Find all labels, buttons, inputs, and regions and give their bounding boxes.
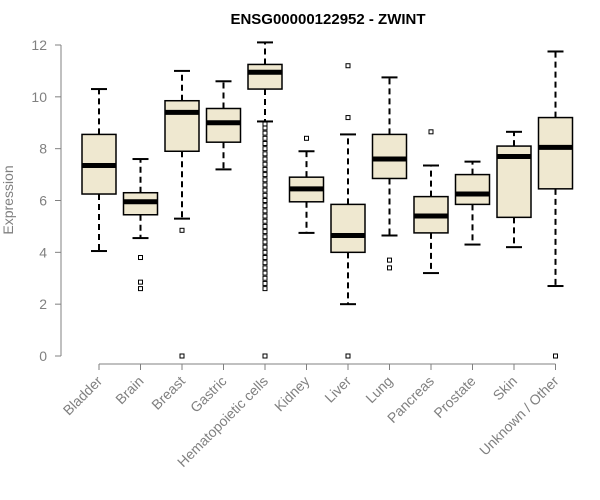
outlier-point: [138, 279, 143, 285]
outlier-point: [304, 135, 309, 141]
outlier-point: [262, 198, 268, 203]
iqr-box: [537, 116, 574, 190]
outlier-point: [262, 280, 268, 286]
x-tick-label: Kidney: [271, 373, 313, 415]
outlier-point: [262, 249, 268, 255]
y-tick-label: 12: [31, 37, 47, 53]
outlier-point: [262, 146, 268, 152]
box-liver: [330, 63, 366, 359]
outlier-point: [262, 125, 268, 131]
y-axis-label: Expression: [0, 165, 16, 234]
box-prostate: [454, 160, 491, 246]
box-gastric: [205, 80, 242, 171]
box-brain: [122, 158, 159, 292]
outlier-point: [262, 192, 268, 198]
outlier-point: [553, 353, 558, 359]
x-tick-label: Skin: [490, 373, 521, 404]
box-unknown-other: [537, 50, 574, 359]
outlier-point: [262, 182, 268, 188]
box-hematopoietic-cells: [247, 41, 283, 359]
outlier-point: [262, 161, 268, 167]
outlier-point: [262, 286, 268, 292]
outlier-point: [387, 265, 392, 271]
outlier-point: [179, 353, 185, 359]
outlier-point: [262, 135, 268, 141]
outlier-point: [262, 203, 268, 209]
outlier-point: [262, 140, 268, 146]
outlier-point: [262, 187, 268, 193]
x-tick-label: Liver: [321, 373, 354, 406]
outlier-point: [179, 227, 185, 233]
outlier-point: [262, 218, 268, 224]
outlier-point: [262, 275, 268, 281]
outlier-point: [262, 229, 268, 235]
outlier-point: [262, 265, 268, 271]
outlier-point: [262, 156, 268, 162]
y-tick-label: 6: [39, 193, 47, 209]
box-breast: [164, 69, 200, 359]
box-lung: [371, 76, 408, 271]
outlier-point: [345, 353, 351, 359]
outlier-point: [138, 255, 143, 261]
outlier-point: [138, 286, 143, 292]
outlier-point: [262, 208, 268, 214]
outlier-point: [262, 255, 268, 261]
outlier-point: [262, 172, 268, 178]
box-series: [81, 41, 574, 359]
iqr-box: [454, 173, 491, 206]
outlier-point: [387, 257, 392, 263]
y-tick-label: 4: [39, 244, 47, 260]
iqr-box: [330, 203, 366, 254]
outlier-point: [262, 213, 268, 219]
iqr-box: [205, 107, 242, 143]
box-skin: [496, 130, 532, 249]
outlier-point: [262, 353, 268, 359]
outlier-point: [262, 151, 268, 157]
outlier-point: [262, 234, 268, 240]
y-tick-label: 2: [39, 296, 47, 312]
y-axis-ticks: 0 2 4 6 8 10 12: [31, 37, 61, 364]
x-tick-label: Brain: [112, 373, 146, 407]
x-tick-label: Lung: [362, 373, 395, 406]
box-pancreas: [413, 129, 449, 275]
chart-title: ENSG00000122952 - ZWINT: [230, 11, 425, 28]
outlier-point: [262, 260, 268, 266]
outlier-point: [262, 239, 268, 245]
x-tick-label: Breast: [148, 373, 188, 413]
y-tick-label: 10: [31, 89, 47, 105]
outlier-point: [262, 223, 268, 229]
outlier-point: [262, 130, 268, 136]
outlier-point: [262, 244, 268, 250]
outlier-point: [262, 166, 268, 172]
outlier-point: [345, 63, 351, 69]
outlier-point: [262, 177, 268, 183]
box-bladder: [81, 88, 117, 253]
x-tick-label: Unknown / Other: [476, 373, 562, 459]
outlier-point: [262, 270, 268, 276]
iqr-box: [164, 99, 200, 153]
y-tick-label: 0: [39, 348, 47, 364]
iqr-box: [247, 63, 283, 90]
x-tick-label: Prostate: [430, 373, 478, 421]
outlier-point: [345, 115, 351, 121]
x-tick-label: Bladder: [60, 373, 106, 419]
y-tick-label: 8: [39, 141, 47, 157]
box-kidney: [288, 135, 325, 234]
iqr-box: [371, 133, 408, 180]
outlier-point: [428, 129, 434, 135]
